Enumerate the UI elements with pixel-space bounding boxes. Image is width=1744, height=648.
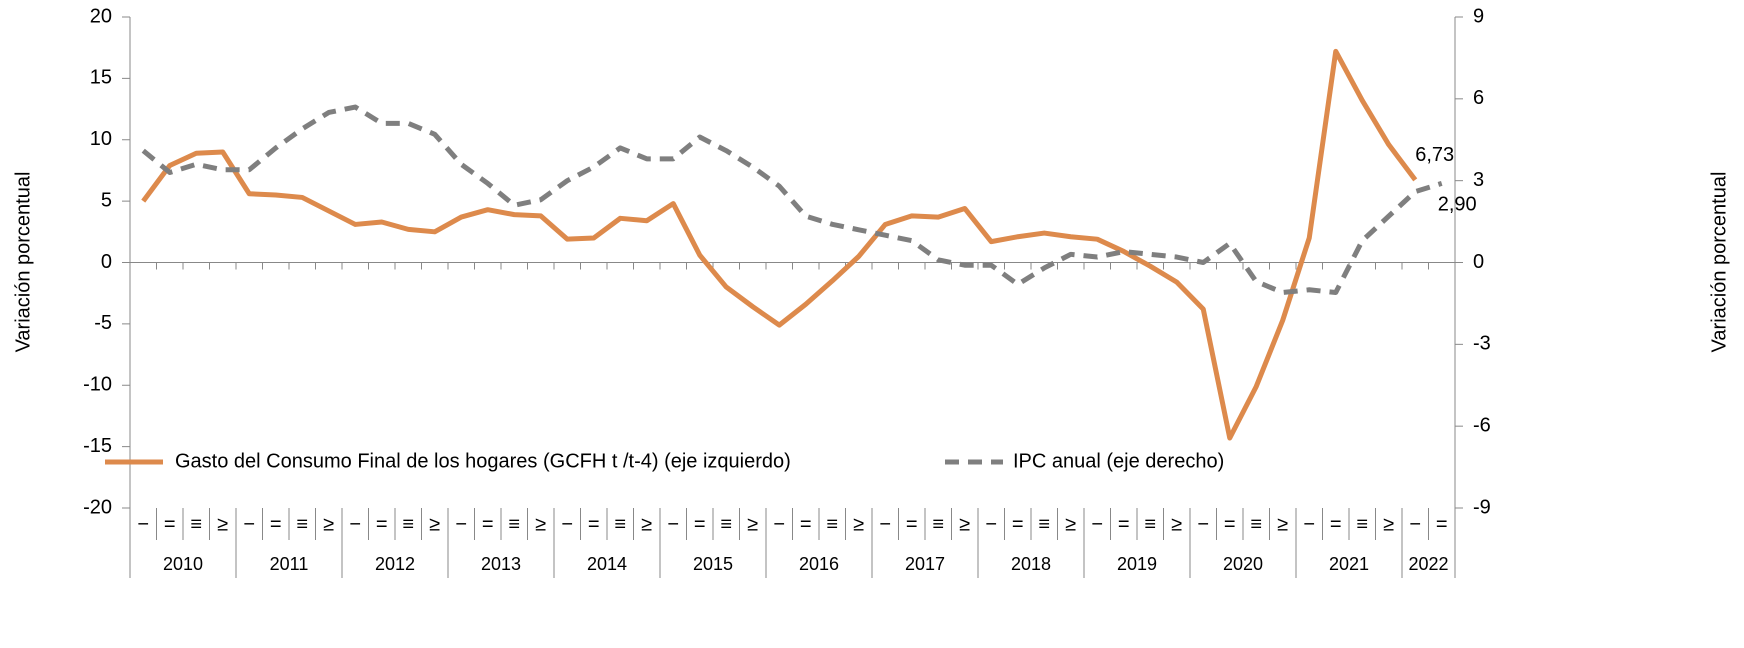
- x-tick-label: ≡: [1144, 513, 1156, 535]
- year-label: 2020: [1223, 554, 1263, 574]
- year-label: 2015: [693, 554, 733, 574]
- x-tick-label: ≥: [323, 513, 334, 535]
- x-tick-label: ≡: [826, 513, 838, 535]
- y2-axis-title: Variación porcentual: [1708, 172, 1730, 353]
- x-tick-label: =: [1012, 513, 1024, 535]
- x-tick-label: ≡: [402, 513, 414, 535]
- x-tick-label: −: [243, 513, 255, 535]
- x-tick-label: =: [1224, 513, 1236, 535]
- x-tick-label: ≡: [1250, 513, 1262, 535]
- year-label: 2012: [375, 554, 415, 574]
- value-label: 6,73: [1415, 144, 1454, 166]
- y-tick-label: -5: [94, 312, 112, 334]
- x-tick-label: =: [1330, 513, 1342, 535]
- legend-label: Gasto del Consumo Final de los hogares (…: [175, 450, 791, 472]
- x-tick-label: ≡: [296, 513, 308, 535]
- x-tick-label: −: [1197, 513, 1209, 535]
- series-line: [141, 48, 1418, 441]
- x-tick-label: −: [137, 513, 149, 535]
- legend-label: IPC anual (eje derecho): [1013, 450, 1224, 472]
- x-tick-label: ≡: [932, 513, 944, 535]
- x-tick-label: −: [455, 513, 467, 535]
- y-tick-label: 0: [101, 251, 112, 273]
- x-tick-label: −: [879, 513, 891, 535]
- y-tick-label: -20: [83, 496, 112, 518]
- y-tick-label: 15: [90, 67, 112, 89]
- year-label: 2014: [587, 554, 627, 574]
- year-label: 2013: [481, 554, 521, 574]
- x-tick-label: ≥: [535, 513, 546, 535]
- y-tick-label: 5: [101, 189, 112, 211]
- x-tick-label: ≥: [959, 513, 970, 535]
- year-label: 2019: [1117, 554, 1157, 574]
- x-tick-label: ≥: [641, 513, 652, 535]
- value-label: 2,90: [1438, 194, 1477, 216]
- x-tick-label: −: [561, 513, 573, 535]
- x-tick-label: −: [667, 513, 679, 535]
- x-tick-label: −: [1409, 513, 1421, 535]
- x-tick-label: −: [985, 513, 997, 535]
- y2-tick-label: -9: [1473, 496, 1491, 518]
- year-label: 2017: [905, 554, 945, 574]
- y-tick-label: 20: [90, 5, 112, 27]
- year-label: 2011: [270, 554, 309, 574]
- x-tick-label: ≡: [1038, 513, 1050, 535]
- x-tick-label: ≥: [747, 513, 758, 535]
- y2-tick-label: 3: [1473, 169, 1484, 191]
- x-tick-label: ≥: [1171, 513, 1182, 535]
- x-tick-label: ≡: [508, 513, 520, 535]
- x-tick-label: =: [164, 513, 176, 535]
- y2-tick-label: 6: [1473, 87, 1484, 109]
- y-axis-title: Variación porcentual: [12, 172, 34, 353]
- x-tick-label: ≥: [1277, 513, 1288, 535]
- x-tick-label: =: [694, 513, 706, 535]
- y2-tick-label: 9: [1473, 5, 1484, 27]
- x-tick-label: −: [1091, 513, 1103, 535]
- x-tick-label: ≥: [217, 513, 228, 535]
- year-label: 2018: [1011, 554, 1051, 574]
- x-tick-label: ≡: [190, 513, 202, 535]
- x-tick-label: =: [376, 513, 388, 535]
- year-label: 2010: [163, 554, 203, 574]
- y-tick-label: 10: [90, 128, 112, 150]
- year-label: 2021: [1329, 554, 1369, 574]
- x-tick-label: =: [906, 513, 918, 535]
- y2-tick-label: 0: [1473, 251, 1484, 273]
- x-tick-label: =: [1436, 513, 1448, 535]
- x-tick-label: =: [800, 513, 812, 535]
- x-tick-label: ≡: [720, 513, 732, 535]
- year-label: 2016: [799, 554, 839, 574]
- x-tick-label: −: [1303, 513, 1315, 535]
- x-tick-label: ≥: [853, 513, 864, 535]
- y2-tick-label: -3: [1473, 333, 1491, 355]
- x-tick-label: =: [482, 513, 494, 535]
- x-tick-label: =: [270, 513, 282, 535]
- series-line: [141, 104, 1443, 296]
- x-tick-label: −: [349, 513, 361, 535]
- x-tick-label: =: [1118, 513, 1130, 535]
- x-tick-label: ≡: [1356, 513, 1368, 535]
- x-tick-label: ≥: [429, 513, 440, 535]
- x-tick-label: ≥: [1383, 513, 1394, 535]
- y-tick-label: -10: [83, 374, 112, 396]
- year-label: 2022: [1408, 554, 1448, 574]
- y-tick-label: -15: [83, 435, 112, 457]
- y2-tick-label: -6: [1473, 414, 1491, 436]
- x-tick-label: ≥: [1065, 513, 1076, 535]
- x-tick-label: =: [588, 513, 600, 535]
- x-tick-label: ≡: [614, 513, 626, 535]
- x-tick-label: −: [773, 513, 785, 535]
